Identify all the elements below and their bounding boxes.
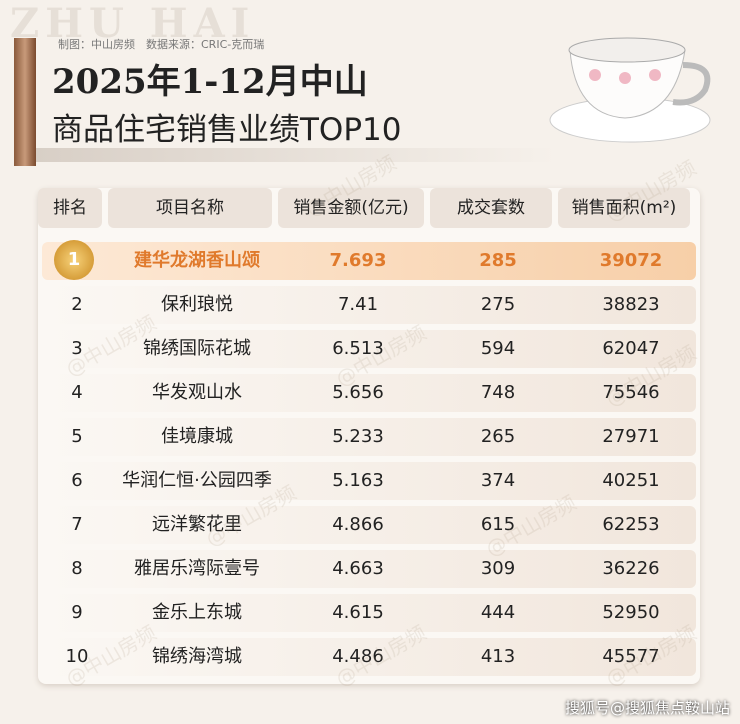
cell: 4.663 [332,558,384,579]
cell: 锦绣国际花城 [143,338,251,359]
cell: 7.693 [329,250,387,271]
column-header: 销售面积(m²) [558,188,690,228]
cell: 金乐上东城 [152,602,242,623]
rank: 8 [71,558,83,579]
column-header: 项目名称 [108,188,272,228]
credits: 制图：中山房频 数据来源：CRIC-克而瑞 [58,38,265,51]
column-header: 排名 [38,188,102,228]
rank: 1 [54,240,94,280]
footer: 搜狐号@搜狐焦点鞍山站 [564,699,730,717]
cell: 5.163 [332,470,384,491]
cell: 75546 [602,382,660,403]
cell: 6.513 [332,338,384,359]
cell: 建华龙湖香山颂 [134,250,260,271]
subtitle: 商品住宅销售业绩TOP10 [52,112,402,148]
table-row: 8 雅居乐湾际壹号 4.663 309 36226 [42,550,696,588]
cell: 27971 [602,426,660,447]
rank: 5 [71,426,83,447]
rank: 3 [71,338,83,359]
table-row: 7 远洋繁花里 4.866 615 62253 [42,506,696,544]
cell: 4.486 [332,646,384,667]
cell: 265 [480,426,516,447]
cell: 7.41 [337,294,379,315]
cell: 华润仁恒·公园四季 [122,470,272,491]
cell: 62253 [602,514,660,535]
cell: 748 [480,382,516,403]
cell: 华发观山水 [152,382,242,403]
rank: 2 [71,294,83,315]
cell: 雅居乐湾际壹号 [134,558,260,579]
cell: 444 [480,602,516,623]
table-row: 6 华润仁恒·公园四季 5.163 374 40251 [42,462,696,500]
divider [36,148,556,162]
cell: 39072 [599,250,663,271]
watermark-title: ZHU HAI [10,0,256,47]
table-row: 4 华发观山水 5.656 748 75546 [42,374,696,412]
column-header: 销售金额(亿元) [278,188,424,228]
cell: 36226 [602,558,660,579]
cell: 佳境康城 [161,426,233,447]
rank: 10 [65,646,89,667]
cell: 38823 [602,294,660,315]
teacup [549,37,711,143]
table-row: 9 金乐上东城 4.615 444 52950 [42,594,696,632]
table-row: 10 锦绣海湾城 4.486 413 45577 [42,638,696,676]
cell: 615 [480,514,516,535]
table-row: 1 建华龙湖香山颂 7.693 285 39072 [42,240,696,280]
cell: 52950 [602,602,660,623]
cell: 4.615 [332,602,384,623]
cell: 40251 [602,470,660,491]
cell: 远洋繁花里 [152,514,242,535]
table-row: 2 保利琅悦 7.41 275 38823 [42,286,696,324]
cell: 285 [479,250,517,271]
column-header: 成交套数 [430,188,552,228]
cell: 保利琅悦 [161,294,233,315]
table-row: 3 锦绣国际花城 6.513 594 62047 [42,330,696,368]
accent-bar [14,38,36,166]
rank: 4 [71,382,83,403]
cell: 5.233 [332,426,384,447]
cell: 62047 [602,338,660,359]
title: 2025年1-12月中山 [52,62,368,102]
ranking-table: 排名 项目名称 销售金额(亿元) 成交套数 销售面积(m²) 1 建华龙湖香山颂 7.693 2… [38,188,700,684]
cell: 275 [480,294,516,315]
cell: 锦绣海湾城 [152,646,242,667]
cell: 5.656 [332,382,384,403]
cell: 594 [480,338,516,359]
cell: 309 [480,558,516,579]
cell: 45577 [602,646,660,667]
cell: 4.866 [332,514,384,535]
cell: 413 [480,646,516,667]
cell: 374 [480,470,516,491]
table-row: 5 佳境康城 5.233 265 27971 [42,418,696,456]
rank: 6 [71,470,83,491]
rank: 9 [71,602,83,623]
rank: 7 [71,514,83,535]
